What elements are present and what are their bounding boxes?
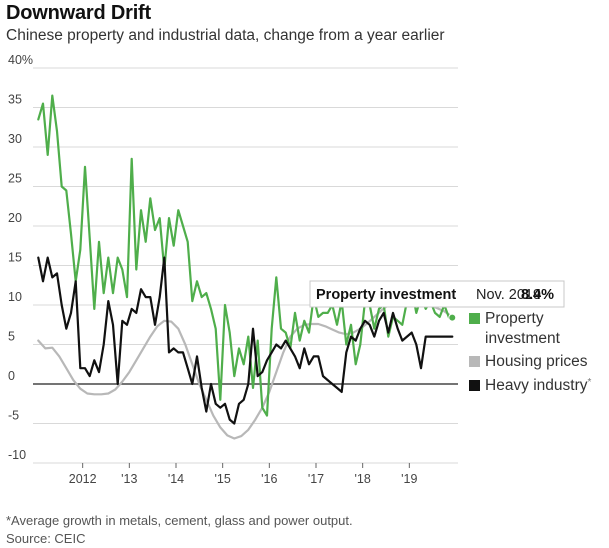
y-tick-label: 25 (8, 172, 22, 186)
y-tick-label: -10 (8, 448, 26, 462)
y-tick-label: 0 (8, 369, 15, 383)
legend-label-heavy: Heavy industry* (485, 377, 592, 395)
y-tick-label: 35 (8, 93, 22, 107)
tooltip-series: Property investment (316, 287, 456, 303)
tooltip-value: 8.4% (521, 287, 554, 303)
line-chart: -10 -5 0 5 10 15 20 25 30 35 40% 2012 '13 '14 '15 '16 '1… (8, 53, 592, 486)
tooltip-date: Nov. 2019 (476, 287, 541, 303)
series-line-housing (37, 296, 453, 440)
x-tick-label: 2012 (69, 472, 97, 486)
footnote-text: *Average growth in metals, cement, glass… (6, 513, 353, 528)
legend-label-property: Property (485, 310, 544, 327)
legend-swatch-heavy (469, 380, 480, 391)
y-tick-label: 15 (8, 251, 22, 265)
legend-swatch-property (469, 313, 480, 324)
x-tick-label: '15 (215, 472, 231, 486)
x-tick-label: '17 (308, 472, 324, 486)
x-tick-label: '14 (168, 472, 184, 486)
chart-title: Downward Drift (6, 2, 151, 24)
series-line-heavy (37, 256, 454, 425)
source-text: Source: CEIC (6, 531, 86, 546)
chart-subtitle: Chinese property and industrial data, ch… (6, 27, 445, 44)
legend-label-housing: Housing prices (485, 353, 588, 370)
y-tick-label: 5 (8, 330, 15, 344)
legend-swatch-housing (469, 356, 480, 367)
y-tick-label: 40% (8, 53, 33, 67)
x-tick-label: '16 (261, 472, 277, 486)
tooltip-box (309, 280, 565, 308)
series-line-property (37, 94, 454, 417)
y-tick-label: 30 (8, 132, 22, 146)
y-tick-label: -5 (8, 409, 19, 423)
x-tick-label: '18 (355, 472, 371, 486)
x-tick-label: '13 (121, 472, 137, 486)
footnotes: *Average growth in metals, cement, glass… (6, 512, 353, 548)
y-tick-label: 10 (8, 290, 22, 304)
y-tick-label: 20 (8, 211, 22, 225)
highlight-point (448, 313, 457, 322)
legend-label-property: investment (485, 330, 561, 347)
x-tick-label: '19 (401, 472, 417, 486)
